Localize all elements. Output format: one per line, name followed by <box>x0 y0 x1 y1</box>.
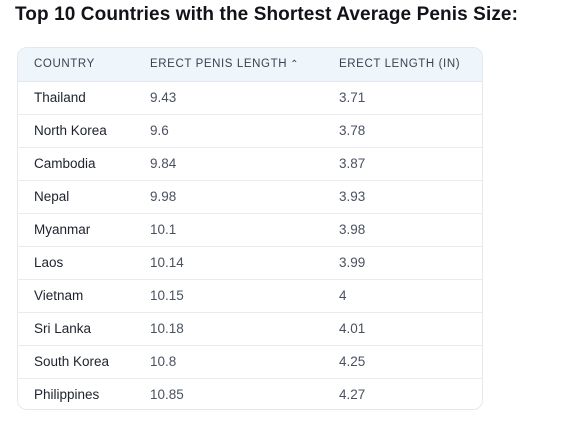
data-table-card: COUNTRY ERECT PENIS LENGTH ⌃ ERECT LENGTH… <box>17 47 483 410</box>
chevron-up-icon[interactable]: ⌃ <box>290 59 300 71</box>
table-row: North Korea 9.6 3.78 <box>18 113 482 147</box>
cell-country: Thailand <box>34 90 86 105</box>
cell-erect-length: 9.43 <box>150 90 177 105</box>
table-row: Philippines 10.85 4.27 <box>18 377 482 409</box>
cell-country: Philippines <box>18 377 134 409</box>
table-row: Thailand 9.43 3.71 <box>18 81 482 114</box>
cell-erect-length-in: 4.01 <box>323 311 482 345</box>
cell-country: Myanmar <box>18 212 134 246</box>
table-row: Sri Lanka 10.18 4.01 <box>18 311 482 345</box>
cell-erect-length: 10.8 <box>134 344 323 378</box>
cell-country: South Korea <box>18 344 134 378</box>
cell-erect-length: 10.18 <box>134 311 323 345</box>
countries-table: COUNTRY ERECT PENIS LENGTH ⌃ ERECT LENGTH… <box>18 48 482 409</box>
cell-country: Cambodia <box>18 146 134 180</box>
column-header-erect-length-in[interactable]: ERECT LENGTH (IN) <box>323 48 482 82</box>
table-row: South Korea 10.8 4.25 <box>18 344 482 378</box>
cell-erect-length: 9.98 <box>134 179 323 213</box>
cell-erect-length: 10.15 <box>134 278 323 312</box>
cell-country: Nepal <box>18 179 134 213</box>
table-row: Myanmar 10.1 3.98 <box>18 212 482 246</box>
cell-erect-length-in: 3.87 <box>323 146 482 180</box>
table-header-row: COUNTRY ERECT PENIS LENGTH ⌃ ERECT LENGTH… <box>18 48 482 82</box>
cell-erect-length: 10.85 <box>134 377 323 409</box>
cell-erect-length: 9.6 <box>134 113 323 147</box>
cell-erect-length-in: 4.25 <box>323 344 482 378</box>
cell-erect-length: 10.1 <box>134 212 323 246</box>
cell-erect-length-in: 3.78 <box>323 113 482 147</box>
table-row: Nepal 9.98 3.93 <box>18 179 482 213</box>
cell-erect-length-in: 3.99 <box>323 245 482 279</box>
table-row: Cambodia 9.84 3.87 <box>18 146 482 180</box>
page-title: Top 10 Countries with the Shortest Avera… <box>15 4 519 25</box>
column-header-country[interactable]: COUNTRY <box>18 48 134 82</box>
cell-country: Laos <box>18 245 134 279</box>
cell-erect-length-in: 4.27 <box>323 377 482 409</box>
table-row: Laos 10.14 3.99 <box>18 245 482 279</box>
table-body: Thailand 9.43 3.71 North Korea 9.6 3.78 … <box>18 81 482 409</box>
cell-erect-length-in: 3.98 <box>323 212 482 246</box>
cell-erect-length: 10.14 <box>134 245 323 279</box>
cell-country: Vietnam <box>18 278 134 312</box>
cell-erect-length-in: 3.71 <box>339 90 366 105</box>
column-header-erect-length-label: ERECT PENIS LENGTH <box>150 58 288 71</box>
cell-country: North Korea <box>18 113 134 147</box>
cell-erect-length: 9.84 <box>134 146 323 180</box>
cell-country: Sri Lanka <box>18 311 134 345</box>
table-row: Vietnam 10.15 4 <box>18 278 482 312</box>
column-header-erect-length[interactable]: ERECT PENIS LENGTH ⌃ <box>134 48 323 82</box>
cell-erect-length-in: 4 <box>323 278 482 312</box>
cell-erect-length-in: 3.93 <box>323 179 482 213</box>
table-header: COUNTRY ERECT PENIS LENGTH ⌃ ERECT LENGTH… <box>18 48 482 82</box>
